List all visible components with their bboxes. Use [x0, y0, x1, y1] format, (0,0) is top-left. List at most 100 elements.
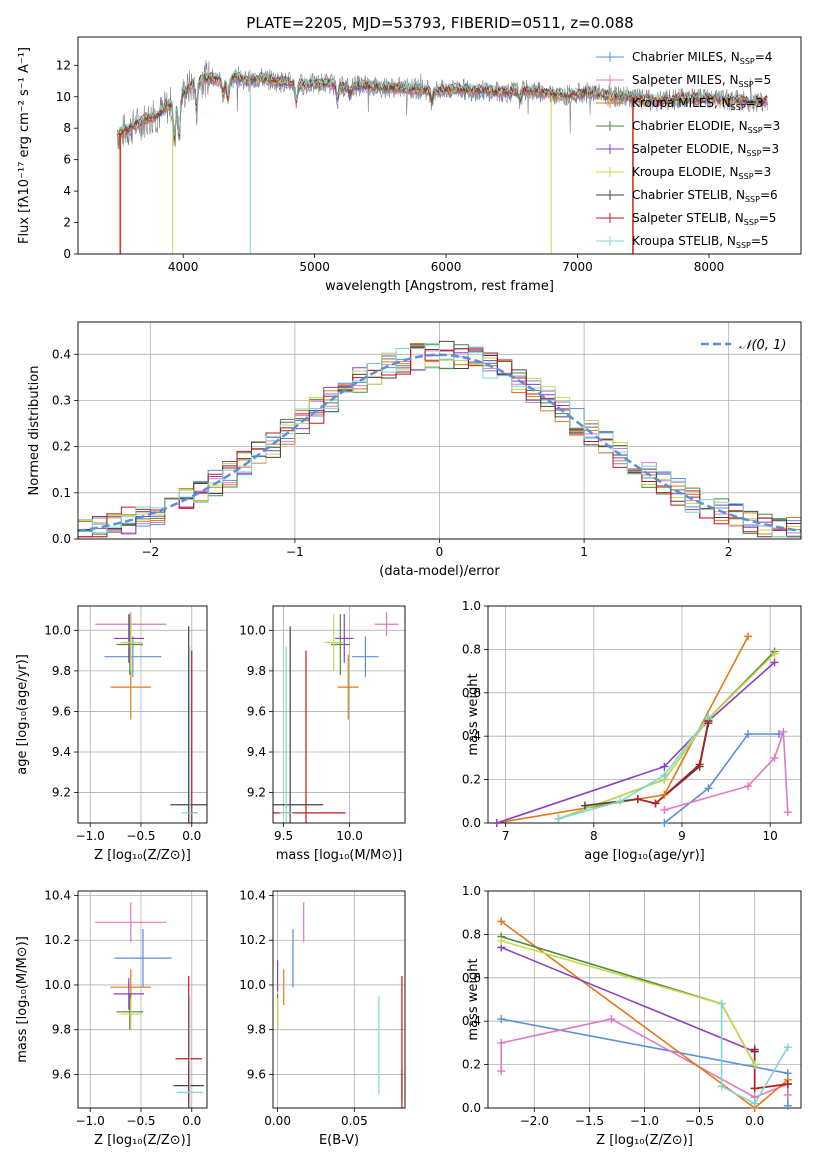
panel-age-mass: 9.5 10.0 9.2 9.4 9.6 9.8 10.0 mass [log₁₀(M/M⊙)…	[239, 605, 406, 863]
axes-frame	[487, 890, 802, 1109]
weight-series-line	[664, 731, 789, 813]
y-axis-label: Flux [fλ10⁻¹⁷ erg cm⁻² s⁻¹ A⁻¹]	[17, 47, 32, 244]
weight-point-marker	[717, 999, 726, 1008]
axes-frame	[77, 321, 802, 540]
weight-point-marker	[492, 819, 501, 827]
weight-series-line	[637, 720, 710, 805]
panel-spectrum: 4000 5000 6000 7000 8000 0 2 4 6 8 10 12 wavelength …	[17, 36, 802, 294]
x-tick-label: 0	[436, 545, 444, 559]
weight-point-marker	[750, 1099, 759, 1108]
weight-point-marker	[607, 1015, 616, 1024]
y-tick-label: 12	[56, 58, 71, 72]
weight-point-marker	[744, 632, 753, 641]
y-tick-label: 10.2	[239, 933, 266, 947]
x-axis-label: age [log₁₀(age/yr)]	[584, 848, 705, 863]
panel-weight-Z: −2.0 −1.5 −1.0 −0.5 0.0 0.0 0.2 0.4 0.6 0.8 1.0 Z […	[462, 884, 802, 1148]
weight-point-marker	[660, 771, 669, 780]
weight-point-marker	[704, 784, 713, 793]
legend-entry: Chabrier ELODIE, NSSP=3	[632, 119, 780, 135]
weight-point-marker	[497, 1038, 506, 1047]
y-tick-label: 9.8	[52, 1023, 71, 1037]
y-tick-label: 0.8	[462, 927, 481, 941]
weight-point-marker	[660, 805, 669, 814]
x-tick-label: 0.0	[182, 829, 201, 843]
y-tick-label: 10	[56, 90, 71, 104]
y-tick-label: 9.6	[52, 1067, 71, 1081]
y-tick-label: 0.3	[52, 393, 71, 407]
weight-point-marker	[717, 1082, 726, 1091]
spectrum-legend: Chabrier MILES, NSSP=4 Salpeter MILES, NS…	[596, 50, 780, 250]
legend-entry: Chabrier MILES, NSSP=4	[632, 50, 772, 66]
legend-entry: 𝒩(0, 1)	[739, 338, 786, 353]
y-tick-label: 0.1	[52, 486, 71, 500]
x-tick-label: 10.0	[336, 829, 363, 843]
weight-point-marker	[783, 1101, 792, 1110]
plot-area-mass-EBV	[277, 902, 403, 1108]
weight-series-line	[584, 723, 710, 807]
panel-mass-Z: −1.0 −0.5 0.0 9.6 9.8 10.0 10.2 10.4 Z [log₁₀(Z/…	[15, 888, 208, 1148]
weight-point-marker	[744, 730, 753, 739]
y-tick-label: 0.4	[462, 1014, 481, 1028]
weight-point-marker	[783, 1080, 792, 1089]
x-tick-label: −0.5	[126, 829, 155, 843]
x-tick-label: −0.5	[126, 1114, 155, 1128]
x-axis-label: wavelength [Angstrom, rest frame]	[325, 279, 554, 294]
y-tick-label: 0.2	[462, 1058, 481, 1072]
plot-area-weight-age	[496, 636, 789, 823]
y-tick-label: 10.4	[239, 888, 266, 902]
plot-area-residuals	[78, 340, 801, 539]
weight-point-marker	[580, 801, 589, 810]
weight-series-line	[500, 920, 789, 1108]
axes-frame	[487, 605, 802, 824]
x-tick-label: −1.0	[630, 1114, 659, 1128]
weight-point-marker	[783, 1043, 792, 1052]
weight-point-marker	[770, 649, 779, 658]
y-axis-label: mass weight	[466, 958, 481, 1040]
x-tick-label: 0.05	[341, 1114, 368, 1128]
plot-area-age-mass	[273, 612, 399, 823]
weight-point-marker	[651, 799, 660, 808]
y-axis-label: age [log₁₀(age/yr)]	[15, 654, 30, 775]
x-tick-label: 0.0	[745, 1114, 764, 1128]
plot-area-spectrum	[117, 60, 769, 254]
y-tick-label: 9.8	[247, 664, 266, 678]
weight-point-marker	[783, 1090, 792, 1099]
legend-entry: Salpeter ELODIE, NSSP=3	[632, 142, 779, 158]
y-tick-label: 0.0	[52, 532, 71, 546]
y-tick-label: 0.6	[462, 686, 481, 700]
x-tick-label: −1.5	[575, 1114, 604, 1128]
panel-residuals: −2 −1 0 1 2 0.0 0.1 0.2 0.3 0.4 (data-model)/error…	[27, 321, 802, 579]
y-tick-label: 0.0	[462, 1101, 481, 1115]
spectrum-model-line	[117, 69, 768, 136]
weight-point-marker	[497, 917, 506, 926]
legend-entry: Chabrier STELIB, NSSP=6	[632, 188, 778, 204]
y-tick-label: 0.2	[462, 773, 481, 787]
y-tick-label: 10.0	[239, 978, 266, 992]
y-tick-label: 0	[63, 247, 71, 261]
weight-point-marker	[497, 936, 506, 945]
weight-point-marker	[660, 790, 669, 799]
weight-point-marker	[774, 730, 783, 739]
x-axis-label: (data-model)/error	[379, 564, 500, 579]
y-tick-label: 9.6	[247, 1067, 266, 1081]
weight-point-marker	[660, 819, 669, 827]
x-axis-label: mass [log₁₀(M/M⊙)]	[276, 848, 403, 863]
axes-frame	[272, 605, 406, 824]
y-tick-label: 4	[63, 184, 71, 198]
axes-frame	[272, 890, 406, 1109]
y-tick-label: 0.0	[462, 816, 481, 830]
x-tick-label: 2	[725, 545, 733, 559]
y-tick-label: 2	[63, 216, 71, 230]
x-tick-label: −1	[286, 545, 304, 559]
legend-entry: Salpeter MILES, NSSP=5	[632, 73, 771, 89]
y-tick-label: 1.0	[462, 599, 481, 613]
x-tick-label: 8	[590, 829, 598, 843]
legend-entry: Kroupa ELODIE, NSSP=3	[632, 165, 771, 181]
x-tick-label: 7000	[562, 260, 593, 274]
weight-point-marker	[750, 1045, 759, 1054]
weight-point-marker	[779, 727, 788, 736]
x-tick-label: −2.0	[520, 1114, 549, 1128]
x-tick-label: 0.00	[264, 1114, 291, 1128]
figure-title: PLATE=2205, MJD=53793, FIBERID=0511, z=0…	[246, 14, 633, 32]
